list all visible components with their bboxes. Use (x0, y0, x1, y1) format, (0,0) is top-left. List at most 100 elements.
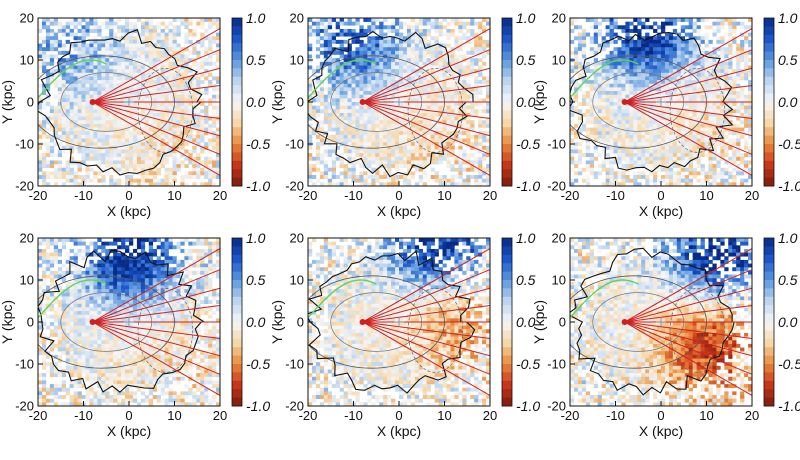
x-axis-label: X (kpc) (639, 423, 683, 439)
colorbar-swatch (502, 305, 512, 314)
y-axis-label: Y (kpc) (531, 80, 547, 124)
colorbar-swatch (764, 85, 774, 94)
colorbar-swatch (764, 254, 774, 264)
y-tick-label: 0 (559, 315, 566, 330)
colorbar-swatch (232, 254, 242, 264)
x-tick-label: 0 (395, 408, 402, 423)
ray-line (362, 304, 490, 323)
colorbar-swatch (502, 280, 512, 289)
ray-line (92, 247, 220, 323)
contour-dashed (669, 68, 726, 153)
colorbar-swatch (502, 152, 512, 162)
ray-line (624, 27, 752, 103)
colorbar-2: 1.0 0.5 0.0 -0.5 -1.0 (501, 10, 540, 194)
colorbar-swatch (502, 160, 512, 170)
ray-line (624, 101, 752, 120)
rays-2 (362, 27, 490, 177)
x-tick-label: 0 (657, 188, 664, 203)
colorbar-5: 1.0 0.5 0.0 -0.5 -1.0 (501, 230, 540, 414)
x-axis-label: X (kpc) (107, 423, 151, 439)
colorbar-swatch (232, 263, 242, 272)
y-tick-label: -10 (547, 357, 566, 372)
colorbar-swatch (232, 144, 242, 153)
center-cross (656, 97, 666, 107)
colorbar-swatch (764, 34, 774, 44)
ray-line (92, 84, 220, 103)
x-tick-label: 10 (699, 408, 713, 423)
panel-2: -20 -10 0 10 20 -20 -10 0 10 20 X (kpc) Y (kpc) 1.0 0… (269, 10, 540, 219)
colorbar-tick-label: -0.5 (778, 136, 800, 152)
colorbar-tick-label: -0.5 (516, 356, 540, 372)
colorbar-swatch (502, 330, 512, 340)
colorbar-swatch (502, 271, 512, 281)
ray-line (92, 101, 220, 120)
colorbar-swatch (232, 288, 242, 298)
ray-line (362, 27, 490, 103)
colorbar-tick-label: 0.0 (778, 314, 798, 330)
colorbar-swatch (764, 296, 774, 306)
colorbar-swatch (232, 51, 242, 61)
colorbar-swatch (764, 322, 774, 331)
colorbar-frame (231, 237, 243, 407)
y-tick-label: -10 (15, 137, 34, 152)
x-tick-label: 10 (437, 188, 451, 203)
ray-line (624, 49, 752, 103)
ray-line (624, 67, 752, 103)
colorbar-swatch (502, 34, 512, 44)
colorbar-swatch (232, 271, 242, 281)
ray-line (624, 321, 752, 357)
colorbar-tick-label: 0.0 (516, 314, 536, 330)
colorbar-swatch (232, 18, 242, 27)
x-axis-label: X (kpc) (377, 203, 421, 219)
rays-1 (92, 27, 220, 177)
colorbar-tick-label: 0.0 (246, 94, 266, 110)
x-tick-label: 20 (483, 188, 497, 203)
colorbar-swatch (502, 355, 512, 365)
green-curve-6 (570, 279, 639, 319)
y-tick-label: -20 (15, 399, 34, 414)
colorbar-tick-label: 0.5 (778, 52, 798, 68)
x-tick-label: -10 (606, 188, 625, 203)
colorbar-swatch (764, 389, 774, 398)
y-tick-label: 20 (20, 11, 34, 26)
x-tick-label: 10 (167, 188, 181, 203)
contour-dashed (137, 288, 194, 373)
y-tick-label: -10 (547, 137, 566, 152)
panel-3: -20 -10 0 10 20 -20 -10 0 10 20 X (kpc) Y (kpc) 1.0 0… (531, 10, 800, 219)
colorbar-tick-label: 0.5 (246, 52, 266, 68)
y-tick-label: 0 (27, 95, 34, 110)
colorbar-swatch (232, 338, 242, 348)
x-axis-label: X (kpc) (107, 203, 151, 219)
colorbar-swatch (502, 93, 512, 103)
x-tick-label: 10 (437, 408, 451, 423)
center-cross (394, 97, 404, 107)
colorbar-swatch (232, 60, 242, 69)
x-tick-label: 20 (213, 408, 227, 423)
colorbar-swatch (502, 43, 512, 52)
colorbar-swatch (502, 51, 512, 61)
x-tick-label: 20 (213, 188, 227, 203)
ray-line (624, 304, 752, 323)
ray-line (624, 269, 752, 323)
colorbar-3: 1.0 0.5 0.0 -0.5 -1.0 (763, 10, 800, 194)
colorbar-swatch (232, 364, 242, 373)
colorbar-frame (763, 17, 775, 187)
colorbar-tick-label: -1.0 (516, 178, 540, 194)
x-tick-label: -10 (344, 188, 363, 203)
x-tick-label: -10 (606, 408, 625, 423)
colorbar-tick-label: 1.0 (778, 230, 798, 246)
heatmap-3 (570, 18, 752, 186)
ray-line (624, 321, 752, 340)
colorbar-swatch (764, 102, 774, 111)
plot-area-5 (308, 238, 490, 406)
center-cross (124, 97, 134, 107)
colorbar-tick-label: 1.0 (516, 230, 536, 246)
colorbar-swatch (232, 34, 242, 44)
colorbar-frame (231, 17, 243, 187)
colorbar-swatch (502, 26, 512, 36)
center-cross (656, 317, 666, 327)
colorbar-swatch (232, 177, 242, 187)
colorbar-swatch (764, 263, 774, 272)
colorbar-swatch (764, 135, 774, 145)
colorbar-swatch (232, 372, 242, 382)
